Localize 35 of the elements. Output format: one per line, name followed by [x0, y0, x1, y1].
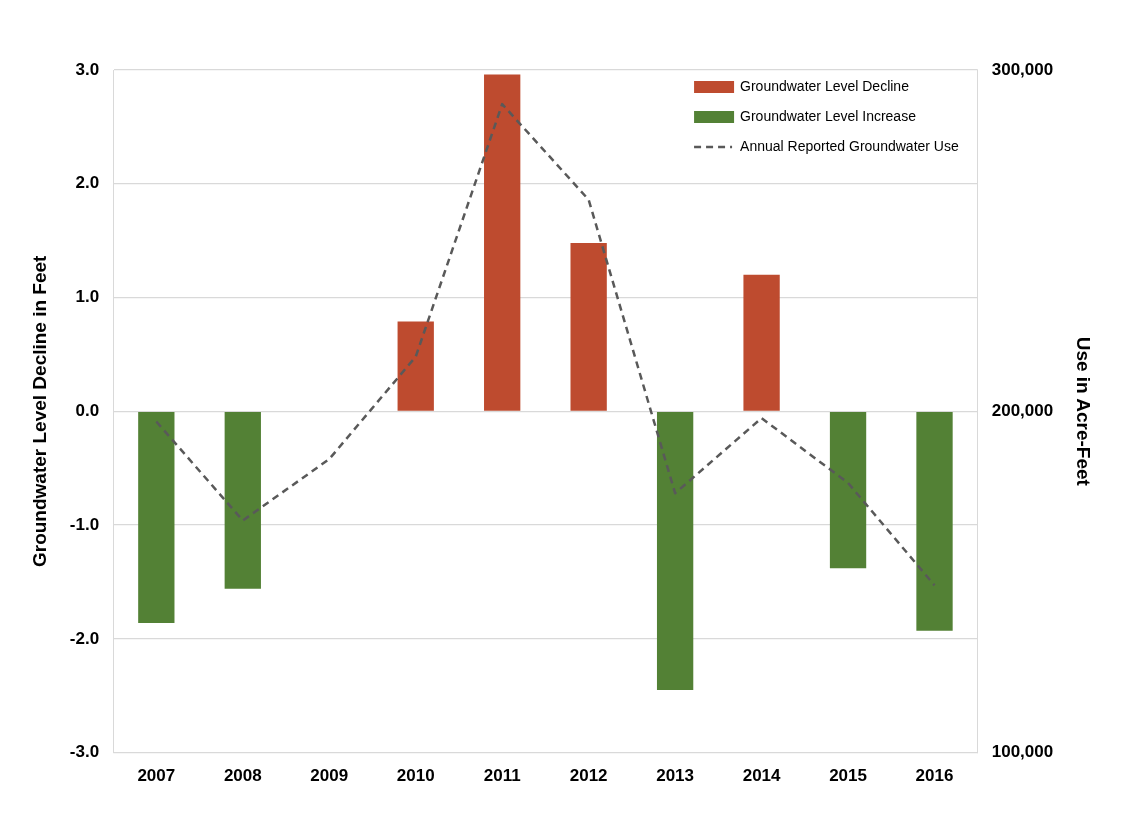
bar	[138, 411, 175, 623]
y2-axis-title: Use in Acre-Feet	[1073, 336, 1095, 487]
y-tick-label: -2.0	[69, 628, 100, 648]
bar	[743, 274, 780, 411]
y-axis-title: Groundwater Level Decline in Feet	[28, 254, 50, 568]
x-tick-label: 2014	[742, 766, 782, 786]
y-tick-label: 2.0	[75, 173, 100, 193]
bar	[829, 411, 867, 569]
x-tick-label: 2013	[656, 766, 695, 786]
x-tick-label: 2015	[829, 766, 867, 786]
bar	[224, 411, 261, 589]
y-tick-label: -3.0	[69, 742, 100, 762]
x-tick-label: 2016	[915, 766, 954, 786]
bar	[570, 242, 607, 411]
x-tick-label: 2010	[396, 766, 435, 786]
y-tick-label: 1.0	[75, 287, 100, 307]
legend-label: Annual Reported Groundwater Use	[740, 137, 959, 154]
bar	[484, 74, 521, 411]
x-tick-label: 2009	[310, 766, 349, 786]
x-tick-label: 2011	[483, 766, 521, 786]
bar	[916, 411, 953, 631]
y2-tick-label: 200,000	[991, 400, 1054, 420]
bar	[397, 321, 434, 411]
x-tick-label: 2012	[569, 766, 608, 786]
y-tick-label: -1.0	[69, 514, 100, 534]
x-tick-label: 2008	[223, 766, 262, 786]
y-tick-label: 0.0	[75, 400, 100, 420]
line-series	[155, 102, 936, 587]
y2-tick-label: 300,000	[991, 59, 1054, 79]
x-tick-label: 2007	[137, 766, 176, 786]
bar	[656, 411, 694, 691]
legend-label: Groundwater Level Increase	[740, 107, 917, 124]
legend-label: Groundwater Level Decline	[740, 77, 910, 94]
y-tick-label: 3.0	[75, 59, 100, 79]
y2-tick-label: 100,000	[991, 742, 1054, 762]
